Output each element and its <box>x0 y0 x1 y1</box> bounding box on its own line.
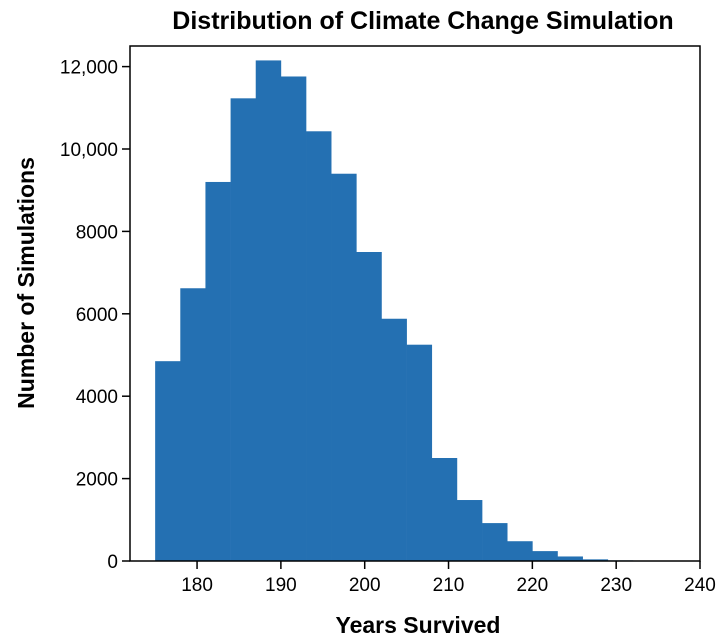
histogram-bar <box>507 541 533 561</box>
y-axis-label: Number of Simulations <box>13 157 39 409</box>
x-tick-label: 210 <box>433 575 465 596</box>
y-tick-label: 4000 <box>76 387 118 408</box>
histogram-bar <box>482 523 508 561</box>
x-tick-label: 240 <box>684 575 716 596</box>
x-axis-label: Years Survived <box>336 612 501 638</box>
histogram-bar <box>306 131 332 561</box>
histogram-bar <box>230 98 257 561</box>
histogram-bar <box>406 344 433 561</box>
histogram-bar <box>155 361 181 561</box>
histogram-bar <box>280 76 307 561</box>
y-tick-label: 8000 <box>76 222 118 243</box>
histogram-bar <box>356 252 382 561</box>
histogram-bar <box>456 500 483 561</box>
x-tick-label: 220 <box>517 575 549 596</box>
y-axis: 0 2000 4000 6000 8000 10,000 12,000 <box>60 58 130 573</box>
histogram-bar <box>255 60 282 562</box>
histogram-bar <box>205 181 231 561</box>
y-tick-label: 10,000 <box>60 140 118 161</box>
histogram-bar <box>180 288 206 561</box>
x-tick-label: 190 <box>265 575 297 596</box>
x-tick-label: 200 <box>349 575 381 596</box>
plot-frame <box>129 45 701 562</box>
histogram-bar <box>431 458 458 561</box>
histogram-bar <box>331 173 357 561</box>
histogram-bar <box>582 559 609 561</box>
y-tick-label: 0 <box>107 552 118 573</box>
x-tick-label: 230 <box>600 575 632 596</box>
histogram-bar <box>381 318 407 561</box>
y-tick-label: 2000 <box>76 470 118 491</box>
chart-title: Distribution of Climate Change Simulatio… <box>172 7 673 35</box>
histogram-bar <box>532 551 558 561</box>
histogram-bar <box>557 556 583 561</box>
y-tick-label: 6000 <box>76 305 118 326</box>
bars-group <box>155 60 684 562</box>
x-tick-label: 180 <box>181 575 213 596</box>
y-tick-label: 12,000 <box>60 58 118 79</box>
x-axis: 180 190 200 210 220 230 240 <box>181 561 716 596</box>
